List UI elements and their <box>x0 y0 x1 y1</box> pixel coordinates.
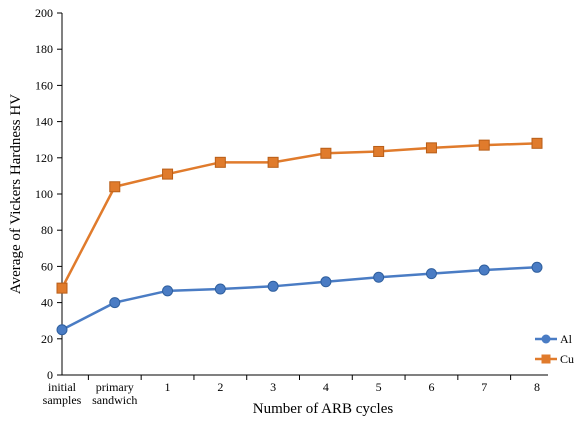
legend-label: Cu <box>560 352 574 366</box>
data-point <box>531 261 543 273</box>
data-point <box>373 271 385 283</box>
data-point <box>373 145 385 157</box>
y-tick-label: 80 <box>41 223 53 237</box>
series-line <box>60 142 538 289</box>
data-point <box>478 264 490 276</box>
y-tick-label: 100 <box>35 187 53 201</box>
x-tick-label: initial samples <box>43 380 82 407</box>
series-cu <box>56 137 543 294</box>
data-point <box>425 142 437 154</box>
data-point <box>320 147 332 159</box>
y-tick-label: 40 <box>41 296 53 310</box>
series-layer <box>56 137 543 336</box>
series-al <box>56 261 543 336</box>
data-point <box>478 139 490 151</box>
data-point <box>109 181 121 193</box>
legend-marker <box>541 354 551 364</box>
x-tick-label: primary sandwich <box>92 380 137 407</box>
x-tick-label: 2 <box>217 380 223 394</box>
data-point <box>56 324 68 336</box>
x-tick-label: 1 <box>165 380 171 394</box>
data-point <box>162 285 174 297</box>
data-point <box>320 276 332 288</box>
x-axis-title: Number of ARB cycles <box>253 401 394 417</box>
data-point <box>162 168 174 180</box>
data-point <box>425 268 437 280</box>
data-point <box>267 156 279 168</box>
x-tick-label: 4 <box>323 380 329 394</box>
y-tick-label: 160 <box>35 78 53 92</box>
y-tick-label: 0 <box>47 368 53 382</box>
data-point <box>109 297 121 309</box>
series-line <box>61 266 538 331</box>
data-point <box>214 156 226 168</box>
data-point <box>56 282 68 294</box>
legend-marker <box>541 334 551 344</box>
x-tick-label: 5 <box>376 380 382 394</box>
x-tick-label: 6 <box>428 380 434 394</box>
y-tick-label: 180 <box>35 42 53 56</box>
x-tick-label: 8 <box>534 380 540 394</box>
legend-item: Cu <box>535 352 574 366</box>
legend: Al Cu <box>535 332 574 366</box>
y-tick-label: 60 <box>41 259 53 273</box>
legend-label: Al <box>560 332 573 346</box>
y-axis-title: Average of Vickers Hardness HV <box>8 94 24 294</box>
y-ticks: 0 20 40 60 80 100 120 140 160 180 200 <box>35 6 62 382</box>
x-ticks: initial samples primary sandwich 1 2 3 4 5 6 7 8 <box>43 375 540 407</box>
data-point <box>267 280 279 292</box>
y-tick-label: 120 <box>35 151 53 165</box>
x-tick-label: 3 <box>270 380 276 394</box>
y-tick-label: 20 <box>41 332 53 346</box>
data-point <box>214 283 226 295</box>
legend-item: Al <box>535 332 573 346</box>
x-tick-label: 7 <box>481 380 487 394</box>
y-tick-label: 140 <box>35 115 53 129</box>
y-tick-label: 200 <box>35 6 53 20</box>
data-point <box>531 137 543 149</box>
